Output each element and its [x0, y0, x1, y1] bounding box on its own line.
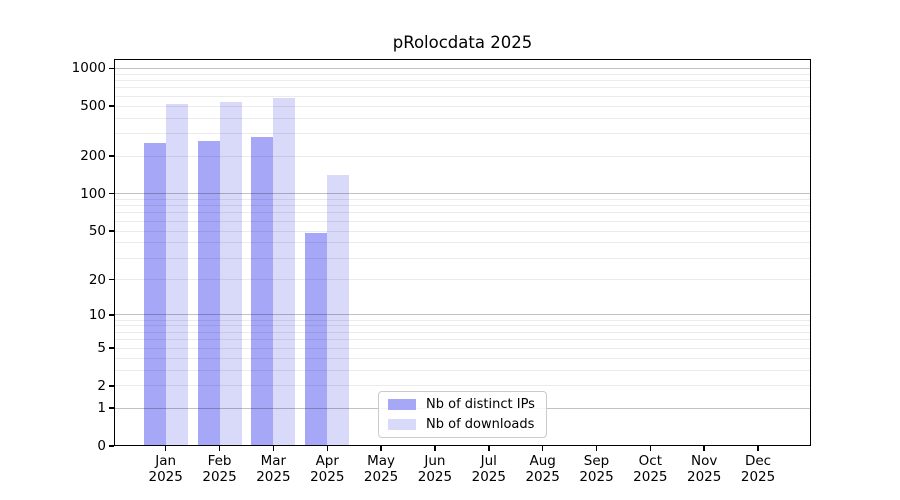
gridline-minor	[114, 79, 811, 81]
bar-distinct-ips-apr	[305, 233, 328, 446]
chart-title: pRolocdata 2025	[392, 33, 533, 52]
legend-item: Nb of distinct IPs	[388, 396, 537, 413]
x-axis-tick-label: Dec 2025	[740, 453, 776, 485]
x-axis-tick-label: Jan 2025	[148, 453, 183, 485]
x-axis-tick-label: Jul 2025	[471, 453, 506, 485]
y-axis-tick-label: 50	[88, 223, 106, 240]
y-axis-tick-mark	[109, 278, 114, 281]
legend-swatch-distinct-ips	[388, 399, 416, 410]
x-axis-tick-label: Jun 2025	[417, 453, 453, 485]
x-axis-tick-mark	[434, 446, 436, 451]
gridline-major	[114, 193, 811, 195]
x-axis-tick-label: Aug 2025	[525, 453, 560, 485]
gridline-minor	[114, 105, 811, 107]
gridline-minor	[114, 133, 811, 135]
bar-distinct-ips-mar	[251, 136, 274, 446]
y-axis-tick-mark	[109, 192, 114, 195]
bar-distinct-ips-feb	[197, 141, 220, 446]
gridline-minor	[114, 242, 811, 244]
bars-layer	[114, 59, 811, 446]
y-axis-tick-mark	[109, 445, 114, 447]
gridline-minor	[114, 73, 811, 75]
x-axis-tick-label: Mar 2025	[256, 453, 291, 485]
plot-area	[114, 59, 811, 446]
x-axis-tick-mark	[272, 446, 275, 451]
y-axis-tick-label: 500	[80, 98, 106, 115]
gridline-minor	[114, 369, 811, 371]
x-axis-tick-mark	[541, 446, 544, 451]
bar-downloads-feb	[219, 102, 242, 446]
gridline-minor	[114, 95, 811, 97]
gridline-minor	[114, 198, 811, 200]
x-axis-tick-mark	[326, 446, 328, 451]
bar-downloads-apr	[327, 174, 350, 446]
y-axis-tick-mark	[109, 155, 114, 157]
gridline-minor	[114, 212, 811, 214]
legend: Nb of distinct IPs Nb of downloads	[378, 391, 547, 438]
y-axis-tick-mark	[109, 230, 114, 232]
x-axis-tick-label: May 2025	[363, 453, 399, 485]
y-axis-tick-mark	[109, 407, 114, 409]
x-axis-tick-label: Oct 2025	[633, 453, 668, 485]
x-axis-tick-label: Nov 2025	[687, 453, 722, 485]
legend-swatch-downloads	[388, 419, 416, 430]
gridline-minor	[114, 257, 811, 259]
x-axis-tick-mark	[218, 446, 221, 451]
x-axis-tick-label: Sep 2025	[579, 453, 614, 485]
x-axis-tick-mark	[757, 446, 759, 451]
grid-layer	[114, 59, 811, 446]
y-axis-tick-label: 1000	[71, 60, 106, 77]
x-axis-tick-mark	[488, 446, 490, 451]
gridline-major	[114, 314, 811, 316]
gridline-minor	[114, 357, 811, 359]
x-axis-tick-mark	[703, 446, 705, 451]
gridline-minor	[114, 220, 811, 222]
y-axis-tick-mark	[109, 347, 114, 349]
y-axis-tick-mark	[109, 314, 114, 316]
x-axis-tick-mark	[649, 446, 652, 451]
gridline-minor	[114, 319, 811, 321]
y-axis-tick-label: 20	[88, 271, 106, 288]
y-axis-tick-label: 200	[80, 148, 106, 165]
legend-label: Nb of distinct IPs	[426, 397, 535, 412]
gridline-minor	[114, 87, 811, 89]
y-axis-tick-mark	[109, 105, 114, 107]
gridline-minor	[114, 331, 811, 333]
x-axis-tick-mark	[164, 446, 167, 451]
y-axis-tick-label: 0	[97, 438, 106, 454]
bar-downloads-mar	[273, 97, 296, 446]
gridline-minor	[114, 339, 811, 341]
y-axis-tick-label: 10	[88, 306, 106, 323]
bar-distinct-ips-jan	[143, 142, 166, 446]
gridline-minor	[114, 155, 811, 157]
gridline-minor	[114, 347, 811, 349]
x-axis-tick-mark	[380, 446, 382, 451]
y-axis-tick-label: 2	[97, 377, 106, 394]
gridline-minor	[114, 230, 811, 232]
gridline-minor	[114, 385, 811, 387]
y-axis-tick-mark	[109, 67, 114, 70]
y-axis-tick-label: 100	[80, 185, 106, 202]
gridline-minor	[114, 325, 811, 327]
gridline-major	[114, 67, 811, 69]
legend-item: Nb of downloads	[388, 416, 537, 433]
legend-label: Nb of downloads	[426, 417, 535, 432]
x-axis-tick-label: Feb 2025	[202, 453, 237, 485]
y-axis-tick-label: 1	[97, 400, 106, 417]
gridline-minor	[114, 205, 811, 207]
gridline-minor	[114, 117, 811, 119]
gridline-minor	[114, 279, 811, 281]
x-axis-tick-mark	[595, 446, 598, 451]
y-axis-tick-label: 5	[97, 340, 106, 357]
x-axis-tick-label: Apr 2025	[310, 453, 345, 485]
y-axis-tick-mark	[109, 385, 114, 387]
bar-downloads-jan	[165, 103, 188, 446]
